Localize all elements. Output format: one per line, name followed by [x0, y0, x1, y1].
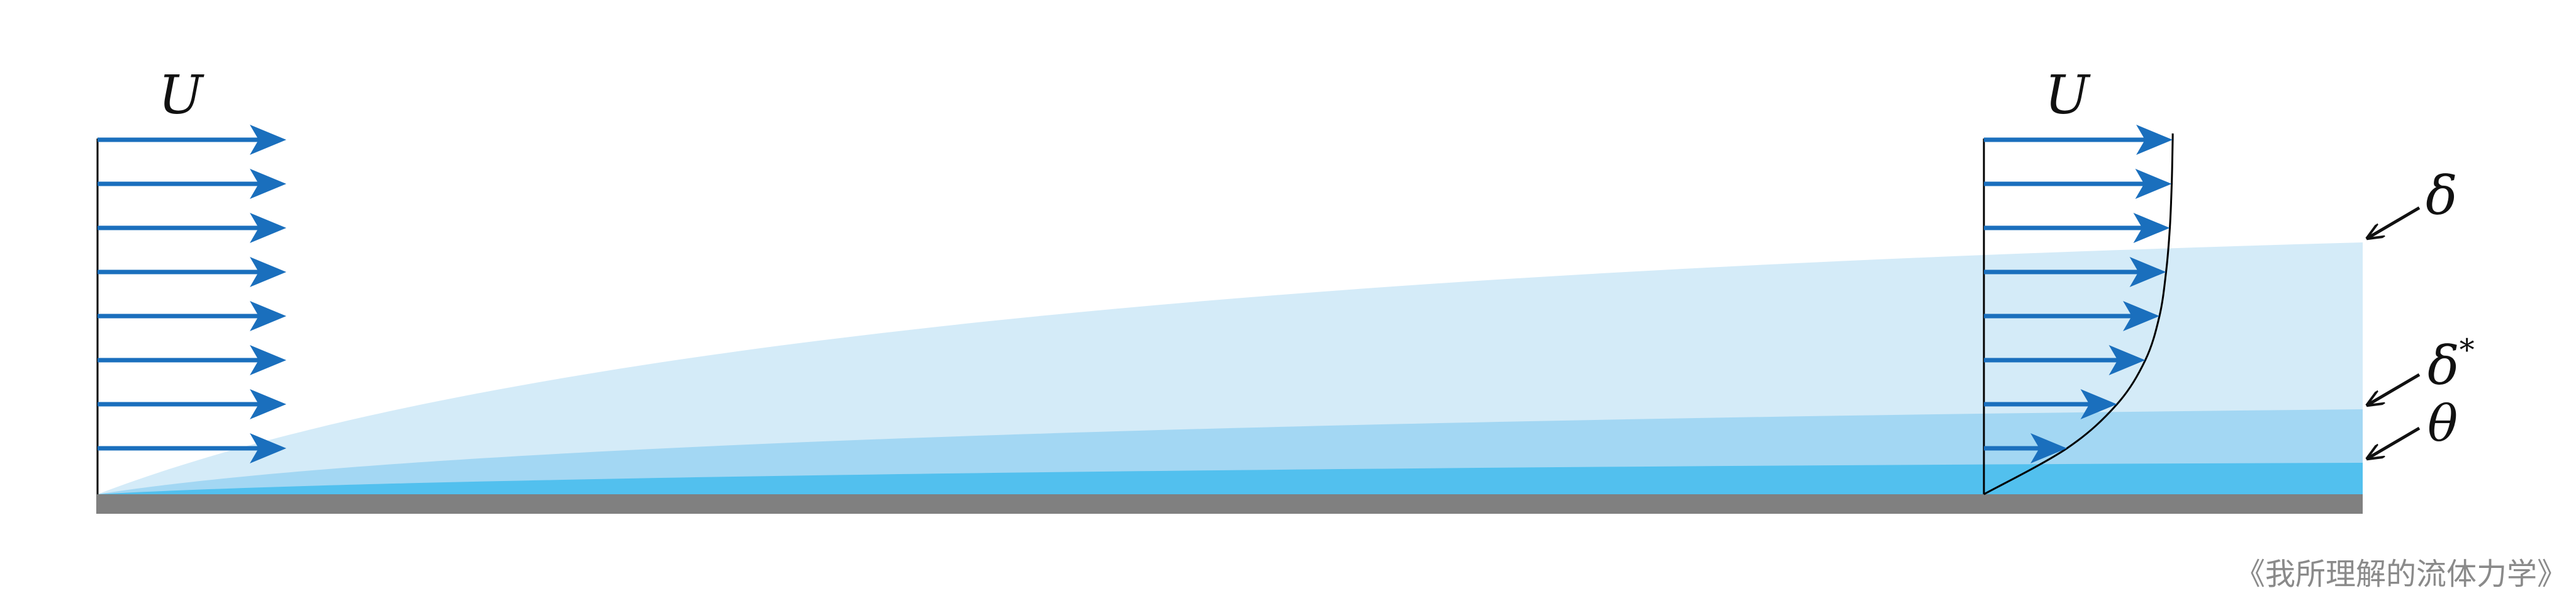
inlet-arrows — [98, 125, 286, 463]
inlet-arrowhead-8 — [250, 433, 286, 463]
inlet-velocity-label: U — [159, 64, 205, 126]
outlet-arrowhead-5 — [2123, 301, 2159, 331]
momentum-thickness-region — [98, 463, 2363, 494]
inlet-arrowhead-4 — [250, 257, 286, 287]
inlet-arrowhead-6 — [250, 345, 286, 375]
displacement-thickness-label: δ* — [2428, 332, 2475, 397]
outlet-arrows — [1984, 125, 2173, 463]
caption: 《我所理解的流体力学》 — [2235, 557, 2567, 592]
outlet-velocity-profile — [1983, 125, 2174, 496]
outlet-arrowhead-3 — [2133, 213, 2170, 243]
inlet-arrowhead-5 — [250, 301, 286, 331]
inlet-velocity-profile — [96, 125, 286, 494]
outlet-arrowhead-4 — [2129, 257, 2166, 287]
momentum-pointer-arrow — [2368, 426, 2421, 458]
inlet-arrowhead-3 — [250, 213, 286, 243]
inlet-arrowhead-7 — [250, 389, 286, 419]
displacement-sup: * — [2460, 332, 2475, 368]
outlet-arrowhead-6 — [2108, 345, 2146, 375]
outlet-arrowhead-7 — [2080, 389, 2117, 419]
flat-plate — [96, 494, 2363, 514]
outlet-velocity-label: U — [2045, 64, 2092, 126]
outlet-arrowhead-1 — [2136, 125, 2173, 155]
delta-pointer-arrow — [2368, 206, 2421, 238]
inlet-arrowhead-2 — [250, 169, 286, 199]
inlet-arrowhead-1 — [250, 125, 286, 155]
delta-label: δ — [2426, 165, 2458, 227]
displacement-pointer-arrow — [2368, 373, 2421, 405]
momentum-thickness-label: θ — [2428, 394, 2458, 453]
outlet-arrowhead-8 — [2030, 433, 2067, 463]
outlet-arrowhead-2 — [2135, 169, 2172, 199]
velocity-profile-curve — [1983, 132, 2174, 496]
displacement-base: δ — [2428, 335, 2460, 397]
